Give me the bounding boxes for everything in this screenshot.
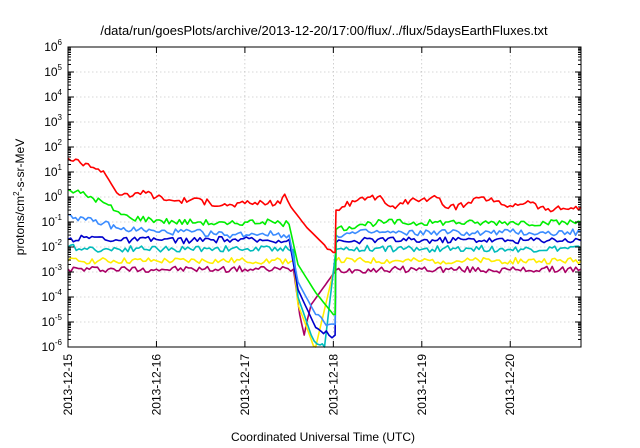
x-tick-label: 2013-12-15 xyxy=(61,354,75,416)
y-tick-label: 10-4 xyxy=(42,288,63,304)
x-tick-label: 2013-12-20 xyxy=(503,354,517,416)
chart-title: /data/run/goesPlots/archive/2013-12-20/1… xyxy=(100,23,548,38)
series-line xyxy=(67,234,582,339)
x-axis-ticks: 2013-12-15 2013-12-16 2013-12-17 2013-12-18… xyxy=(61,47,517,415)
y-tick-label: 103 xyxy=(44,113,62,129)
y-tick-base: 10 xyxy=(44,40,58,54)
series-line xyxy=(67,157,582,254)
y-tick-base: 10 xyxy=(44,65,58,79)
y-tick-label: 106 xyxy=(44,38,62,54)
y-tick-label: 100 xyxy=(44,188,62,204)
y-tick-base: 10 xyxy=(42,290,56,304)
y-tick-label: 104 xyxy=(44,88,62,104)
y-tick-exponent: -4 xyxy=(55,288,63,297)
y-tick-exponent: -3 xyxy=(55,263,63,272)
y-tick-label: 105 xyxy=(44,63,62,79)
x-axis-label: Coordinated Universal Time (UTC) xyxy=(231,430,415,444)
y-tick-exponent: 3 xyxy=(58,113,63,122)
y-tick-label: 102 xyxy=(44,138,62,154)
y-tick-exponent: 0 xyxy=(58,188,63,197)
y-axis-ticks: 10-610-510-410-310-210-11001011021031041… xyxy=(42,38,581,354)
y-tick-base: 10 xyxy=(42,215,56,229)
y-tick-exponent: 4 xyxy=(58,88,63,97)
y-axis-label-rest: -s-sr-MeV xyxy=(13,139,27,192)
series-line xyxy=(67,265,582,336)
y-tick-base: 10 xyxy=(44,115,58,129)
y-tick-exponent: -2 xyxy=(55,238,63,247)
y-tick-base: 10 xyxy=(44,190,58,204)
y-tick-label: 101 xyxy=(44,163,62,179)
y-tick-exponent: 2 xyxy=(58,138,63,147)
grid xyxy=(68,47,581,347)
series-group xyxy=(67,157,582,348)
y-tick-exponent: 5 xyxy=(58,63,63,72)
series-line xyxy=(67,243,582,348)
y-tick-label: 10-1 xyxy=(42,213,63,229)
y-tick-exponent: -5 xyxy=(55,313,63,322)
y-axis-label-superscript: 2 xyxy=(12,191,21,196)
y-tick-exponent: 6 xyxy=(58,38,63,47)
x-tick-label: 2013-12-19 xyxy=(415,354,429,416)
y-tick-exponent: 1 xyxy=(58,163,63,172)
y-tick-label: 10-2 xyxy=(42,238,63,254)
x-tick-label: 2013-12-16 xyxy=(149,354,163,416)
y-tick-exponent: -1 xyxy=(55,213,63,222)
series-line xyxy=(67,213,582,327)
y-axis-label-main: protons/cm xyxy=(13,196,27,255)
y-tick-base: 10 xyxy=(44,140,58,154)
y-tick-base: 10 xyxy=(42,265,56,279)
y-tick-label: 10-5 xyxy=(42,313,63,329)
y-tick-base: 10 xyxy=(44,165,58,179)
y-tick-base: 10 xyxy=(42,315,56,329)
series-line xyxy=(67,188,582,316)
x-tick-label: 2013-12-18 xyxy=(326,354,340,416)
y-tick-base: 10 xyxy=(44,90,58,104)
y-tick-exponent: -6 xyxy=(55,338,63,347)
series-line xyxy=(67,256,582,348)
y-tick-label: 10-6 xyxy=(42,338,63,354)
y-tick-base: 10 xyxy=(42,340,56,354)
x-tick-label: 2013-12-17 xyxy=(238,354,252,416)
y-tick-label: 10-3 xyxy=(42,263,63,279)
y-tick-base: 10 xyxy=(42,240,56,254)
y-axis-label: protons/cm2-s-sr-MeV xyxy=(12,139,27,255)
